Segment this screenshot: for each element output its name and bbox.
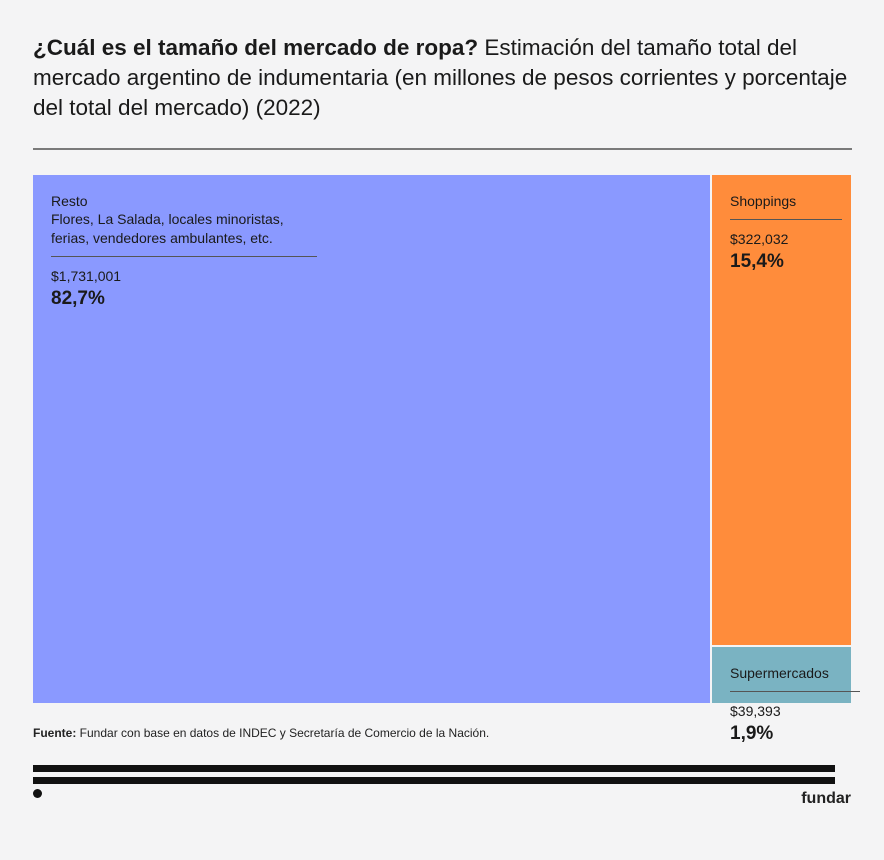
footer-bar-top (33, 765, 835, 772)
tile-name: Resto (51, 193, 88, 209)
tile-divider (51, 256, 317, 257)
tile-value: $322,032 (730, 231, 789, 247)
tile-label: Shoppings (730, 192, 796, 210)
source-note: Fuente: Fundar con base en datos de INDE… (33, 726, 489, 740)
tile-name: Shoppings (730, 193, 797, 209)
brand-logo: fundar (801, 790, 851, 807)
tile-label: Resto Flores, La Salada, locales minorist… (51, 192, 321, 248)
tile-percent: 15,4% (730, 251, 784, 272)
tile-percent: 82,7% (51, 288, 105, 309)
treemap: Resto Flores, La Salada, locales minorist… (33, 175, 860, 744)
tile-percent: 1,9% (730, 723, 774, 744)
footer-dot (33, 789, 42, 798)
source-label: Fuente: (33, 726, 77, 740)
tile-description: Flores, La Salada, locales minoristas, f… (51, 211, 284, 246)
footer-bar-bottom (33, 777, 835, 784)
tile-divider (730, 219, 842, 220)
chart-title-rest: Estimación del tamaño total del mercado … (33, 35, 848, 120)
tile-name: Supermercados (730, 665, 829, 681)
chart-title: ¿Cuál es el tamaño del mercado de ropa? … (33, 33, 853, 123)
tile-divider (730, 691, 860, 692)
tile-shoppings: Shoppings $322,032 15,4% (712, 175, 851, 645)
title-divider (33, 148, 852, 150)
tile-value: $39,393 (730, 703, 781, 719)
chart-title-bold: ¿Cuál es el tamaño del mercado de ropa? (33, 35, 479, 60)
tile-label: Supermercados (730, 664, 829, 682)
tile-supermercados: Supermercados $39,393 1,9% (712, 647, 860, 744)
source-text: Fundar con base en datos de INDEC y Secr… (76, 726, 490, 740)
tile-resto: Resto Flores, La Salada, locales minorist… (33, 175, 710, 703)
tile-value: $1,731,001 (51, 268, 122, 284)
